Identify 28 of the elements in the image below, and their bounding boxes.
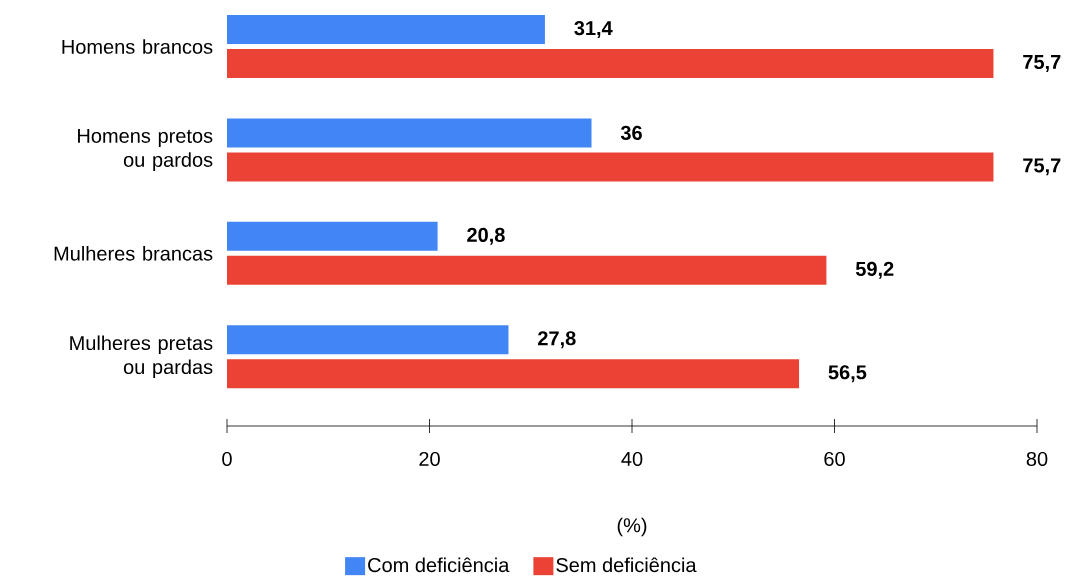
x-tick-label: 40 bbox=[621, 451, 643, 467]
data-label: 36 bbox=[620, 125, 642, 141]
y-tick-label: Mulheres brancas bbox=[54, 245, 213, 261]
x-axis-title: (%) bbox=[617, 517, 647, 537]
y-tick-label: Homens pretos ou pardos bbox=[78, 128, 213, 171]
x-tick-label: 20 bbox=[419, 451, 440, 467]
x-tick-label: 80 bbox=[1026, 451, 1048, 467]
data-label: 56,5 bbox=[828, 365, 867, 383]
data-label: 75,7 bbox=[1023, 158, 1061, 176]
data-label: 31,4 bbox=[574, 21, 613, 39]
legend-label: Sem deficiência bbox=[556, 557, 697, 573]
bar bbox=[227, 15, 545, 45]
bar bbox=[227, 49, 994, 79]
bar bbox=[227, 255, 827, 285]
legend-label: Com deficiência bbox=[368, 557, 510, 573]
bar bbox=[227, 152, 994, 182]
data-label: 27,8 bbox=[538, 331, 576, 349]
bar bbox=[227, 359, 800, 389]
data-label: 59,2 bbox=[855, 261, 894, 279]
x-tick-label: 0 bbox=[222, 451, 232, 467]
data-label: 75,7 bbox=[1023, 55, 1061, 72]
y-tick-label: Mulheres pretas ou pardas bbox=[70, 335, 213, 379]
bar bbox=[227, 221, 438, 251]
y-tick-label: Homens brancos bbox=[62, 39, 213, 54]
data-label: 20,8 bbox=[467, 227, 505, 245]
bar bbox=[227, 325, 509, 355]
bar bbox=[227, 118, 592, 148]
x-tick-label: 60 bbox=[824, 451, 845, 467]
